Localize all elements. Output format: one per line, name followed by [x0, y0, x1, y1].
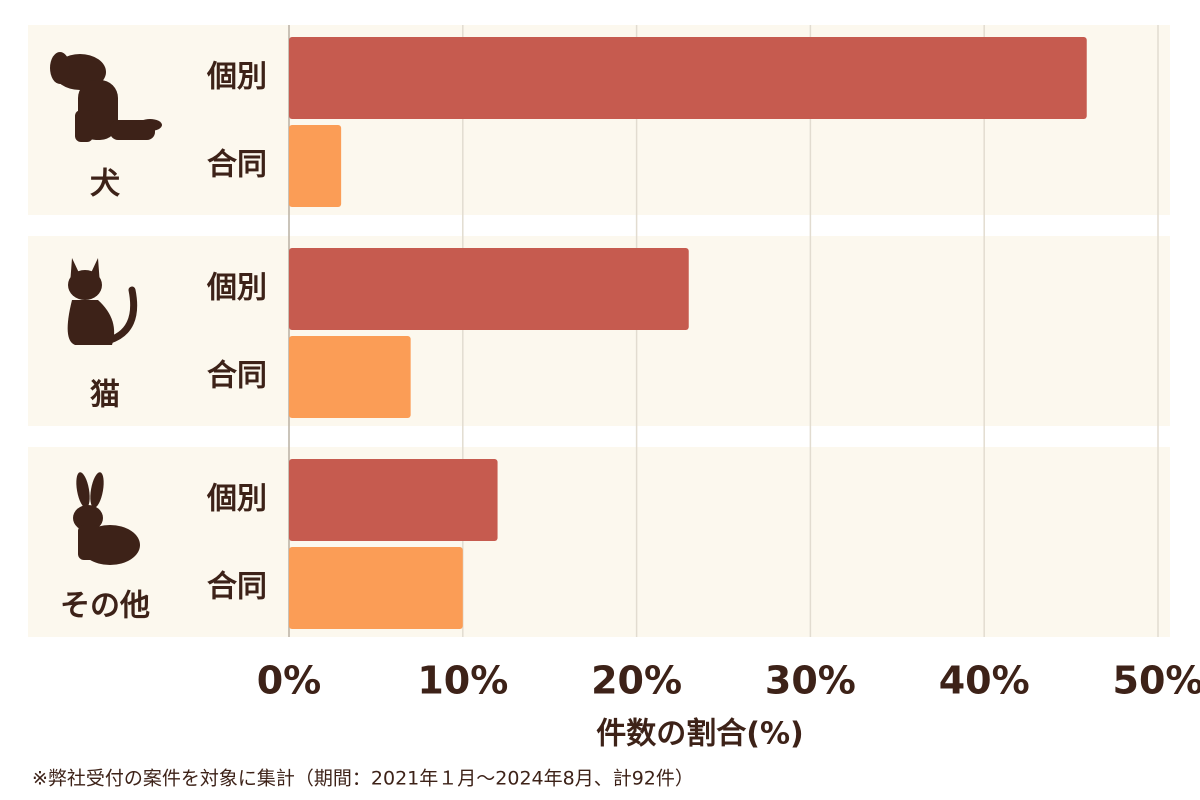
series-label: 合同 [207, 359, 267, 394]
series-label: 合同 [207, 148, 267, 183]
icons [50, 52, 162, 565]
x-tick-label: 40% [939, 659, 1030, 703]
x-tick-label: 10% [417, 659, 508, 703]
series-label: 個別 [206, 482, 267, 517]
category-label: 猫 [90, 378, 120, 413]
bar [289, 336, 411, 418]
cat-icon [67, 258, 138, 345]
bar [289, 125, 342, 207]
category-label: 犬 [90, 167, 120, 202]
category-label: その他 [60, 589, 150, 624]
bar [289, 459, 498, 541]
x-tick-label: 50% [1113, 659, 1200, 703]
x-tick-label: 0% [257, 659, 322, 703]
x-tick-label: 20% [591, 659, 682, 703]
x-axis-title: 件数の割合(%) [596, 717, 803, 752]
series-label: 合同 [207, 570, 267, 605]
footnote: ※弊社受付の案件を対象に集計（期間：2021年１月～2024年8月、計92件） [32, 768, 694, 790]
group-band [28, 447, 1170, 637]
series-label: 個別 [206, 271, 267, 306]
bar [289, 547, 463, 629]
dog-icon [50, 52, 162, 142]
bar [289, 248, 689, 330]
x-tick-label: 30% [765, 659, 856, 703]
rabbit-icon [73, 472, 140, 565]
bar [289, 37, 1087, 119]
series-label: 個別 [206, 60, 267, 95]
